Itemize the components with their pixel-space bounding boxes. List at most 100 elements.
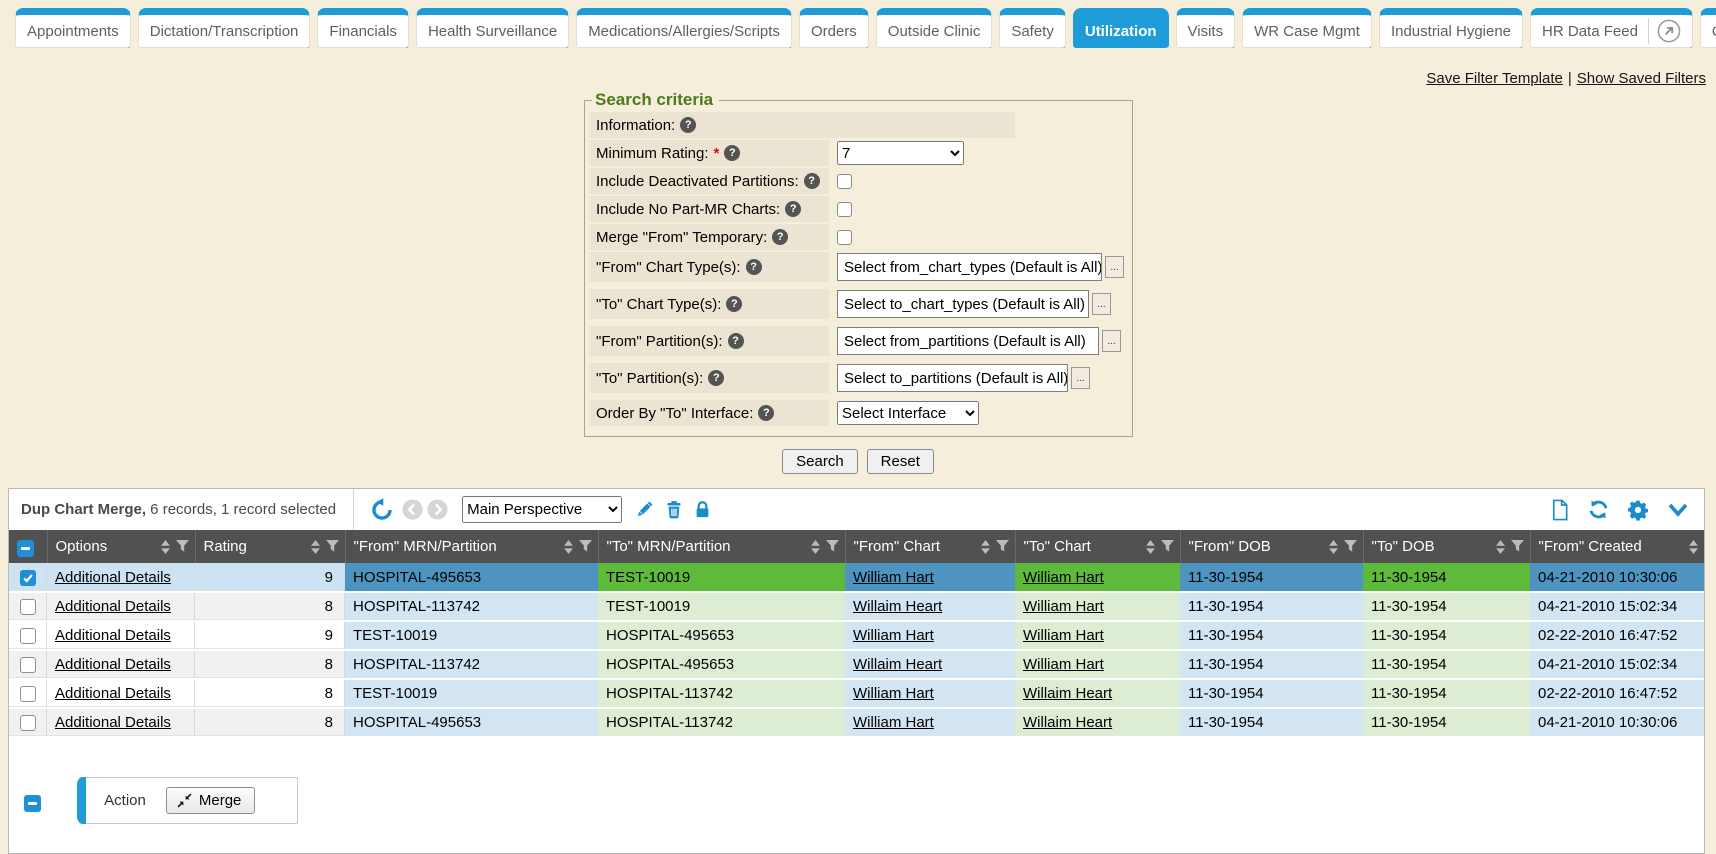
help-icon[interactable]: ? [724, 145, 740, 161]
field-select[interactable]: Select Interface [837, 401, 979, 425]
column-header-to-dob[interactable]: "To" DOB [1363, 530, 1530, 563]
column-header-from-created[interactable]: "From" Created [1530, 530, 1704, 563]
column-header-from-mrn-partition[interactable]: "From" MRN/Partition [345, 530, 598, 563]
from-chart-link[interactable]: Willaim Heart [853, 656, 942, 673]
help-icon[interactable]: ? [772, 229, 788, 245]
picker-browse-button[interactable]: ... [1071, 367, 1090, 389]
tab-health-surveillance[interactable]: Health Surveillance [416, 8, 569, 48]
chevron-right-circle-icon[interactable] [427, 499, 448, 520]
options-link[interactable]: Additional Details [55, 685, 171, 702]
filter-icon[interactable] [176, 540, 189, 553]
column-header-from-chart[interactable]: "From" Chart [845, 530, 1015, 563]
undo-icon[interactable] [369, 497, 395, 523]
to-chart-link[interactable]: William Hart [1023, 598, 1104, 615]
tab-industrial-hygiene[interactable]: Industrial Hygiene [1379, 8, 1523, 48]
trash-icon[interactable] [664, 499, 684, 520]
column-header-to-mrn-partition[interactable]: "To" MRN/Partition [598, 530, 845, 563]
row-checkbox[interactable] [20, 628, 36, 644]
pencil-icon[interactable] [634, 499, 655, 520]
to-chart-link[interactable]: William Hart [1023, 627, 1104, 644]
row-checkbox[interactable] [20, 599, 36, 615]
column-header-options[interactable]: Options [47, 530, 195, 563]
from-chart-link[interactable]: Willaim Heart [853, 598, 942, 615]
field-checkbox[interactable] [837, 230, 852, 245]
to-chart-link[interactable]: William Hart [1023, 656, 1104, 673]
from-chart-link[interactable]: William Hart [853, 685, 934, 702]
help-icon[interactable]: ? [758, 405, 774, 421]
picker-browse-button[interactable]: ... [1092, 293, 1111, 315]
field-select[interactable]: 7 [837, 141, 964, 165]
help-icon[interactable]: ? [785, 201, 801, 217]
gear-icon[interactable] [1627, 499, 1649, 521]
new-document-icon[interactable] [1550, 499, 1570, 521]
column-header-rating[interactable]: Rating [195, 530, 345, 563]
show-saved-filters-link[interactable]: Show Saved Filters [1577, 70, 1706, 87]
row-checkbox[interactable] [20, 570, 36, 586]
help-icon[interactable]: ? [680, 117, 696, 133]
row-checkbox[interactable] [20, 686, 36, 702]
sort-icon[interactable] [981, 540, 990, 554]
tab-outside-clinic[interactable]: Outside Clinic [876, 8, 993, 48]
tab-utilization[interactable]: Utilization [1073, 8, 1169, 48]
filter-icon[interactable] [1511, 540, 1524, 553]
help-icon[interactable]: ? [728, 333, 744, 349]
filter-icon[interactable] [826, 540, 839, 553]
help-icon[interactable]: ? [726, 296, 742, 312]
save-filter-template-link[interactable]: Save Filter Template [1426, 70, 1562, 87]
from-chart-link[interactable]: William Hart [853, 569, 934, 586]
from-chart-link[interactable]: William Hart [853, 627, 934, 644]
tab-appointments[interactable]: Appointments [15, 8, 131, 48]
picker-browse-button[interactable]: ... [1102, 330, 1121, 352]
options-link[interactable]: Additional Details [55, 714, 171, 731]
row-checkbox[interactable] [20, 715, 36, 731]
options-link[interactable]: Additional Details [55, 627, 171, 644]
tab-quality-of-care[interactable]: Quality of Care [1700, 8, 1716, 48]
sort-icon[interactable] [811, 540, 820, 554]
select-all-checkbox[interactable] [17, 540, 34, 557]
sort-icon[interactable] [1146, 540, 1155, 554]
help-icon[interactable]: ? [708, 370, 724, 386]
sort-icon[interactable] [1496, 540, 1505, 554]
tab-hr-data-feed[interactable]: HR Data Feed [1530, 8, 1693, 48]
field-checkbox[interactable] [837, 202, 852, 217]
row-checkbox[interactable] [20, 657, 36, 673]
to-chart-link[interactable]: William Hart [1023, 569, 1104, 586]
options-link[interactable]: Additional Details [55, 569, 171, 586]
tab-orders[interactable]: Orders [799, 8, 869, 48]
help-icon[interactable]: ? [804, 173, 820, 189]
perspective-select[interactable]: Main Perspective [462, 496, 622, 523]
sort-icon[interactable] [161, 540, 170, 554]
chevron-left-circle-icon[interactable] [402, 499, 423, 520]
sort-icon[interactable] [311, 540, 320, 554]
chevron-down-icon[interactable] [1666, 500, 1690, 520]
sort-icon[interactable] [1689, 540, 1698, 554]
field-checkbox[interactable] [837, 174, 852, 189]
options-link[interactable]: Additional Details [55, 598, 171, 615]
filter-icon[interactable] [996, 540, 1009, 553]
filter-icon[interactable] [326, 540, 339, 553]
tab-medications-allergies-scripts[interactable]: Medications/Allergies/Scripts [576, 8, 792, 48]
to-chart-link[interactable]: Willaim Heart [1023, 714, 1112, 731]
filter-icon[interactable] [1161, 540, 1174, 553]
search-button[interactable]: Search [782, 449, 858, 474]
help-icon[interactable]: ? [746, 259, 762, 275]
tab-wr-case-mgmt[interactable]: WR Case Mgmt [1242, 8, 1372, 48]
to-chart-link[interactable]: Willaim Heart [1023, 685, 1112, 702]
external-arrow-icon[interactable] [1657, 19, 1681, 43]
tab-financials[interactable]: Financials [317, 8, 409, 48]
column-header-from-dob[interactable]: "From" DOB [1180, 530, 1363, 563]
collapse-selection-button[interactable] [24, 795, 41, 812]
column-header-select-all[interactable] [9, 530, 47, 563]
sort-icon[interactable] [564, 540, 573, 554]
filter-icon[interactable] [1344, 540, 1357, 553]
tab-visits[interactable]: Visits [1176, 8, 1236, 48]
lock-icon[interactable] [693, 499, 712, 520]
picker-browse-button[interactable]: ... [1105, 256, 1124, 278]
tab-safety[interactable]: Safety [999, 8, 1066, 48]
sort-icon[interactable] [1329, 540, 1338, 554]
filter-icon[interactable] [579, 540, 592, 553]
column-header-to-chart[interactable]: "To" Chart [1015, 530, 1180, 563]
merge-button[interactable]: Merge [166, 787, 256, 814]
options-link[interactable]: Additional Details [55, 656, 171, 673]
from-chart-link[interactable]: William Hart [853, 714, 934, 731]
